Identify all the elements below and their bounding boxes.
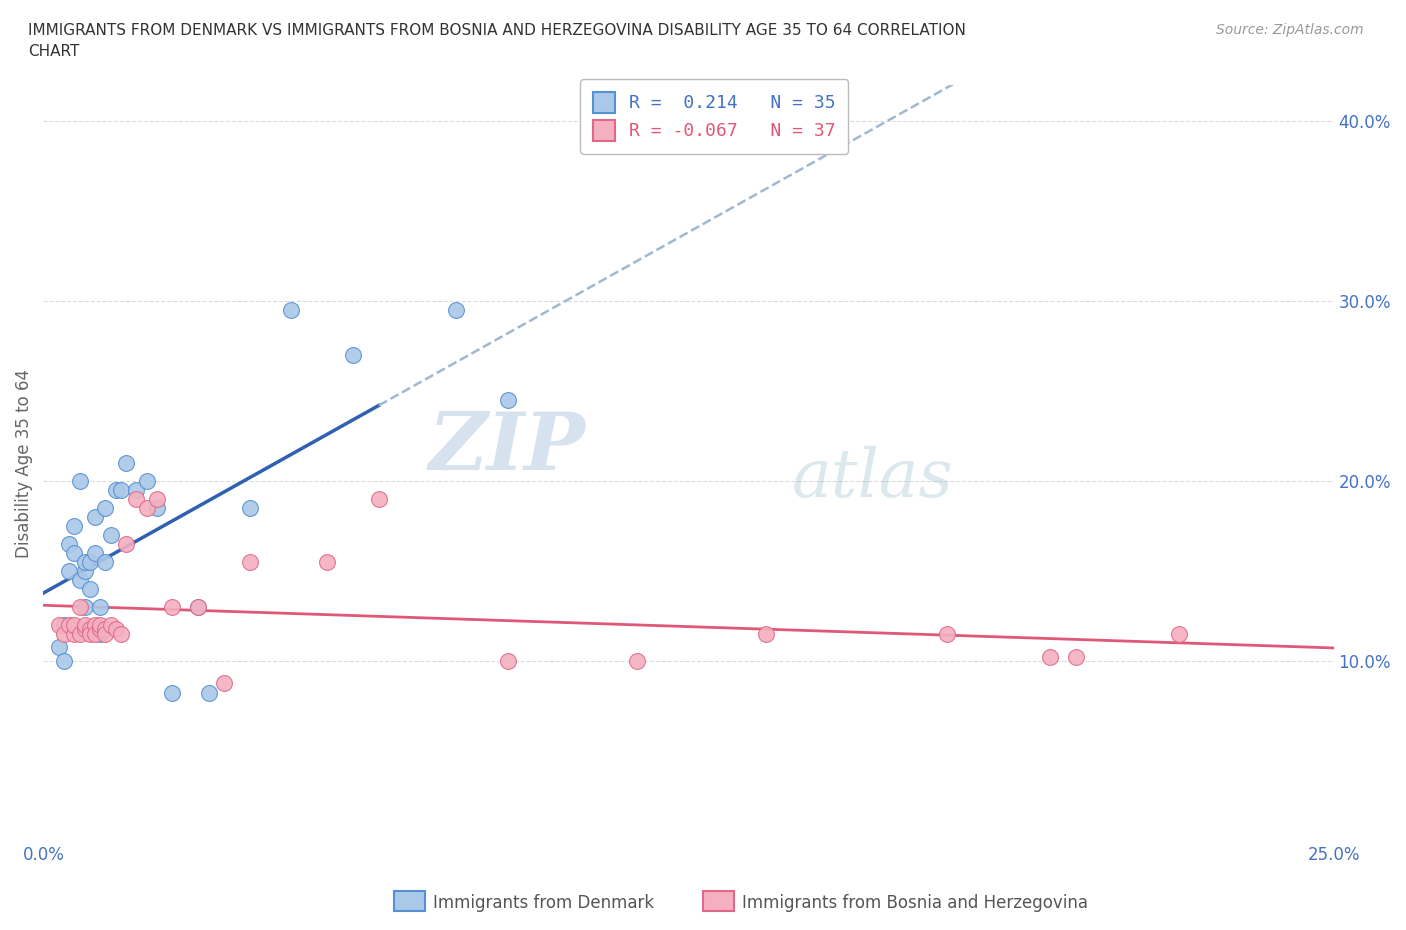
Point xyxy=(79,627,101,642)
Point xyxy=(342,348,364,363)
Point xyxy=(187,600,209,615)
Point xyxy=(316,554,339,569)
Point xyxy=(84,546,107,561)
Point xyxy=(53,627,76,642)
Text: Immigrants from Denmark: Immigrants from Denmark xyxy=(433,894,654,912)
Point xyxy=(104,483,127,498)
Point xyxy=(79,554,101,569)
Point xyxy=(94,627,117,642)
Point xyxy=(135,473,157,488)
Point xyxy=(104,621,127,636)
Point xyxy=(79,581,101,596)
Point xyxy=(100,618,122,632)
Point xyxy=(110,627,132,642)
Text: IMMIGRANTS FROM DENMARK VS IMMIGRANTS FROM BOSNIA AND HERZEGOVINA DISABILITY AGE: IMMIGRANTS FROM DENMARK VS IMMIGRANTS FR… xyxy=(28,23,966,38)
Point xyxy=(755,627,778,642)
Point xyxy=(69,627,91,642)
Point xyxy=(58,537,80,551)
Point xyxy=(73,621,96,636)
Point xyxy=(94,621,117,636)
Point xyxy=(89,618,111,632)
Point xyxy=(187,600,209,615)
Point xyxy=(626,654,648,669)
Point xyxy=(496,392,519,407)
Point xyxy=(239,554,262,569)
Point xyxy=(89,600,111,615)
Point xyxy=(73,618,96,632)
Point xyxy=(197,686,219,701)
Point xyxy=(125,492,148,507)
Text: CHART: CHART xyxy=(28,44,80,59)
Point xyxy=(115,456,138,471)
Point xyxy=(84,510,107,525)
Point xyxy=(162,686,184,701)
Point xyxy=(212,675,235,690)
Legend: R =  0.214   N = 35, R = -0.067   N = 37: R = 0.214 N = 35, R = -0.067 N = 37 xyxy=(581,79,848,153)
Point xyxy=(162,600,184,615)
Point xyxy=(135,500,157,515)
Point xyxy=(935,627,957,642)
Point xyxy=(1039,650,1062,665)
Point xyxy=(48,639,70,654)
Point xyxy=(110,483,132,498)
Point xyxy=(280,303,302,318)
Point xyxy=(63,618,86,632)
Point xyxy=(94,500,117,515)
Text: Source: ZipAtlas.com: Source: ZipAtlas.com xyxy=(1216,23,1364,37)
Point xyxy=(496,654,519,669)
Point xyxy=(84,627,107,642)
Point xyxy=(146,500,169,515)
Text: atlas: atlas xyxy=(792,445,953,511)
Point xyxy=(63,546,86,561)
Point xyxy=(69,473,91,488)
Point xyxy=(58,564,80,578)
Point xyxy=(69,573,91,588)
Point xyxy=(58,618,80,632)
Point xyxy=(63,627,86,642)
Point xyxy=(69,600,91,615)
Point xyxy=(89,621,111,636)
Text: Immigrants from Bosnia and Herzegovina: Immigrants from Bosnia and Herzegovina xyxy=(742,894,1088,912)
Point xyxy=(94,554,117,569)
Point xyxy=(146,492,169,507)
Point xyxy=(115,537,138,551)
Point xyxy=(63,519,86,534)
Point xyxy=(89,627,111,642)
Point xyxy=(125,483,148,498)
Point xyxy=(53,618,76,632)
Point xyxy=(73,554,96,569)
Point xyxy=(79,621,101,636)
Point xyxy=(1064,650,1087,665)
Point xyxy=(100,527,122,542)
Point xyxy=(367,492,389,507)
Y-axis label: Disability Age 35 to 64: Disability Age 35 to 64 xyxy=(15,368,32,558)
Text: ZIP: ZIP xyxy=(429,409,585,486)
Point xyxy=(73,564,96,578)
Point xyxy=(53,654,76,669)
Point xyxy=(84,618,107,632)
Point xyxy=(73,600,96,615)
Point xyxy=(48,618,70,632)
Point xyxy=(446,303,468,318)
Point xyxy=(239,500,262,515)
Point xyxy=(1167,627,1189,642)
